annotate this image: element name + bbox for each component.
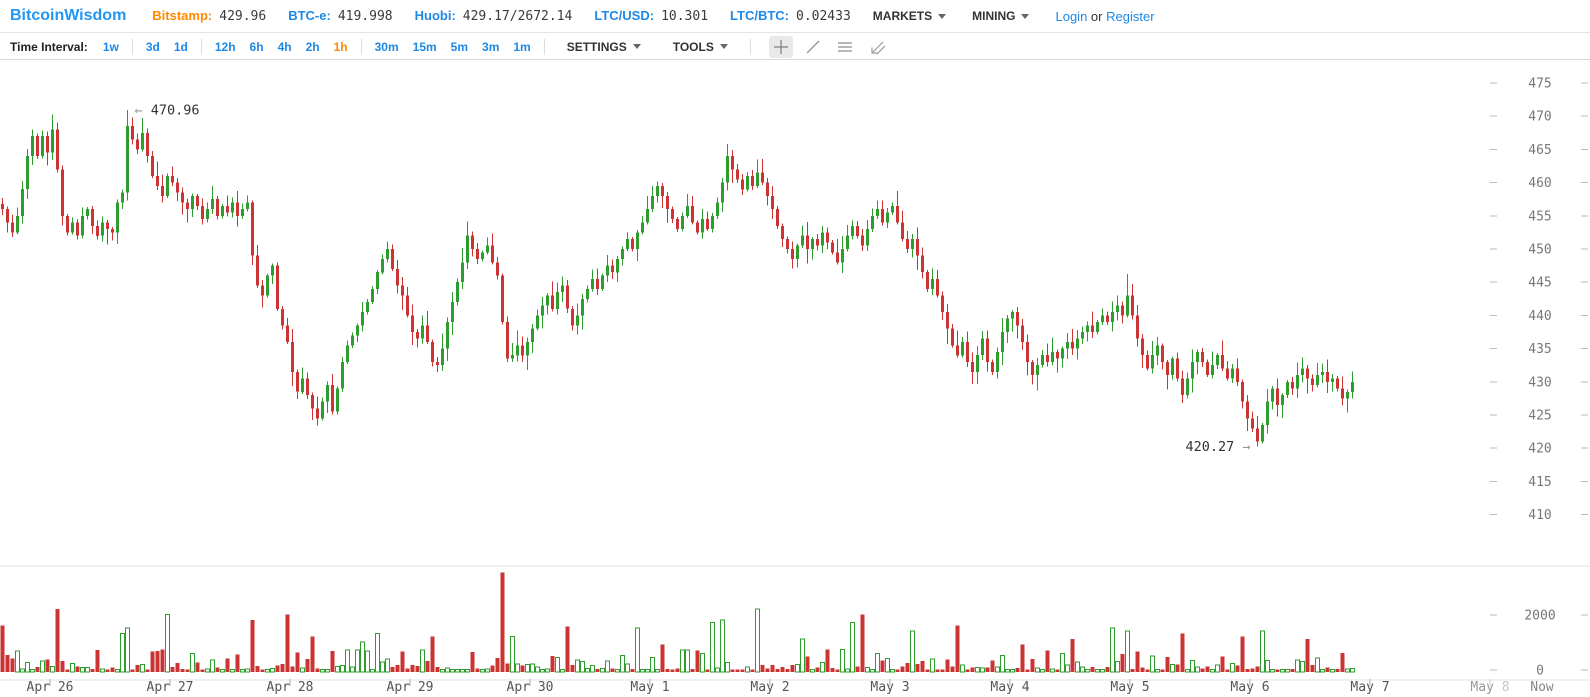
- svg-text:May 2: May 2: [750, 680, 789, 695]
- candlestick-chart[interactable]: 475 470 465 460 455 450 445 440 435 430 425 420 415 4…: [0, 60, 1590, 697]
- crosshair-icon[interactable]: [768, 35, 793, 58]
- interval-12h[interactable]: 12h: [214, 39, 236, 54]
- interval-selector: 1w 3d 1d 12h 6h 4h 2h 1h 30m 15m 5m 3m 1m: [96, 38, 538, 55]
- svg-text:415: 415: [1528, 475, 1551, 490]
- svg-text:425: 425: [1528, 409, 1551, 424]
- tools-menu[interactable]: TOOLS: [673, 40, 728, 54]
- ticker-2[interactable]: Huobi: 429.17/2672.14: [415, 8, 573, 24]
- ticker-label: BTC-e:: [288, 8, 331, 23]
- login-link[interactable]: Login: [1055, 8, 1088, 24]
- svg-text:May 5: May 5: [1110, 680, 1149, 695]
- interval-2h[interactable]: 2h: [305, 39, 320, 54]
- interval-1h[interactable]: 1h: [333, 39, 348, 54]
- auth-separator: or: [1090, 8, 1103, 24]
- horizontal-lines-icon[interactable]: [833, 36, 857, 58]
- svg-text:420: 420: [1528, 442, 1551, 457]
- ticker-label: LTC/USD:: [594, 8, 655, 23]
- svg-text:430: 430: [1528, 375, 1551, 390]
- chevron-down-icon: [938, 13, 947, 19]
- toolbar-divider: [749, 38, 751, 55]
- interval-group-divider: [360, 38, 362, 55]
- settings-menu[interactable]: SETTINGS: [567, 40, 641, 54]
- interval-group-divider: [131, 38, 133, 55]
- drawing-tools: [765, 35, 893, 58]
- volume-bars: [0, 572, 1355, 673]
- interval-5m[interactable]: 5m: [450, 39, 469, 54]
- svg-text:Apr 27: Apr 27: [147, 680, 194, 695]
- svg-text:440: 440: [1528, 309, 1551, 324]
- interval-group-divider: [200, 38, 202, 55]
- auth-links: Login or Register: [1055, 9, 1154, 24]
- price-axis: 475 470 465 460 455 450 445 440 435 430 425 420 415 4…: [1490, 77, 1588, 523]
- svg-text:410: 410: [1528, 508, 1551, 523]
- ticker-value: 419.998: [337, 9, 393, 24]
- svg-text:May 1: May 1: [630, 680, 669, 695]
- future-date-label: May 8: [1470, 680, 1509, 695]
- ticker-value: 0.02433: [796, 9, 851, 24]
- interval-1w[interactable]: 1w: [102, 39, 119, 54]
- svg-text:455: 455: [1528, 209, 1551, 224]
- svg-text:470: 470: [1528, 110, 1551, 125]
- market-tickers: Bitstamp: 429.96 BTC-e: 419.998 Huobi: 429.17…: [152, 8, 873, 24]
- chevron-down-icon: [1021, 13, 1030, 19]
- svg-text:Apr 28: Apr 28: [267, 680, 314, 695]
- interval-4h[interactable]: 4h: [277, 39, 292, 54]
- svg-text:May 6: May 6: [1230, 680, 1269, 695]
- svg-text:465: 465: [1528, 143, 1551, 158]
- ticker-0[interactable]: Bitstamp: 429.96: [152, 8, 266, 24]
- markets-menu-label: MARKETS: [872, 9, 933, 23]
- svg-text:450: 450: [1528, 243, 1551, 258]
- interval-30m[interactable]: 30m: [374, 39, 399, 54]
- tools-menu-label: TOOLS: [672, 39, 714, 54]
- interval-3m[interactable]: 3m: [482, 39, 500, 54]
- chart-toolbar: Time Interval: 1w 3d 1d 12h 6h 4h 2h 1h 30m 15m 5m…: [0, 34, 1590, 60]
- svg-text:475: 475: [1528, 77, 1551, 92]
- mining-menu[interactable]: MINING: [972, 9, 1030, 23]
- interval-1d[interactable]: 1d: [173, 39, 188, 54]
- interval-15m[interactable]: 15m: [412, 39, 437, 54]
- svg-text:Apr 30: Apr 30: [507, 680, 554, 695]
- ticker-value: 429.17/2672.14: [462, 9, 573, 24]
- chevron-down-icon: [719, 44, 728, 49]
- chevron-down-icon: [632, 44, 641, 49]
- svg-text:May 7: May 7: [1350, 680, 1389, 695]
- markets-menu[interactable]: MARKETS: [872, 9, 947, 23]
- svg-text:May 4: May 4: [990, 680, 1029, 695]
- ticker-label: Huobi:: [414, 8, 456, 23]
- app-logo[interactable]: BitcoinWisdom: [10, 7, 127, 24]
- date-axis: Apr 26 Apr 27 Apr 28 Apr 29 Apr 30 May 1 May 2…: [27, 679, 1554, 695]
- svg-text:May 3: May 3: [870, 680, 909, 695]
- svg-text:Apr 29: Apr 29: [387, 680, 434, 695]
- ticker-3[interactable]: LTC/USD: 10.301: [594, 8, 708, 24]
- top-navbar: BitcoinWisdom Bitstamp: 429.96 BTC-e: 419.9…: [0, 0, 1590, 33]
- interval-1m[interactable]: 1m: [513, 39, 531, 54]
- svg-text:2000: 2000: [1524, 609, 1555, 624]
- angle-arrow-icon[interactable]: [865, 36, 889, 58]
- svg-text:445: 445: [1528, 276, 1551, 291]
- toolbar-divider: [543, 38, 545, 55]
- ticker-4[interactable]: LTC/BTC: 0.02433: [730, 8, 851, 24]
- svg-text:Apr 26: Apr 26: [27, 680, 74, 695]
- register-link[interactable]: Register: [1106, 8, 1155, 24]
- svg-text:0: 0: [1536, 664, 1544, 679]
- high-annotation: ← 470.96: [135, 102, 200, 118]
- ticker-label: Bitstamp:: [152, 8, 213, 23]
- ticker-value: 10.301: [661, 9, 709, 24]
- low-annotation: 420.27 →: [1185, 439, 1250, 455]
- settings-menu-label: SETTINGS: [566, 39, 627, 54]
- trendline-icon[interactable]: [801, 36, 825, 58]
- mining-menu-label: MINING: [972, 9, 1016, 23]
- interval-3d[interactable]: 3d: [145, 39, 160, 54]
- ticker-label: LTC/BTC:: [730, 8, 789, 23]
- interval-6h[interactable]: 6h: [249, 39, 264, 54]
- candles: [1, 109, 1354, 447]
- ticker-1[interactable]: BTC-e: 419.998: [288, 8, 392, 24]
- svg-text:460: 460: [1528, 176, 1551, 191]
- volume-axis: 2000 0: [1490, 609, 1588, 679]
- ticker-value: 429.96: [219, 9, 267, 24]
- svg-text:435: 435: [1528, 342, 1551, 357]
- now-label: Now: [1530, 680, 1554, 695]
- time-interval-label: Time Interval:: [10, 39, 88, 54]
